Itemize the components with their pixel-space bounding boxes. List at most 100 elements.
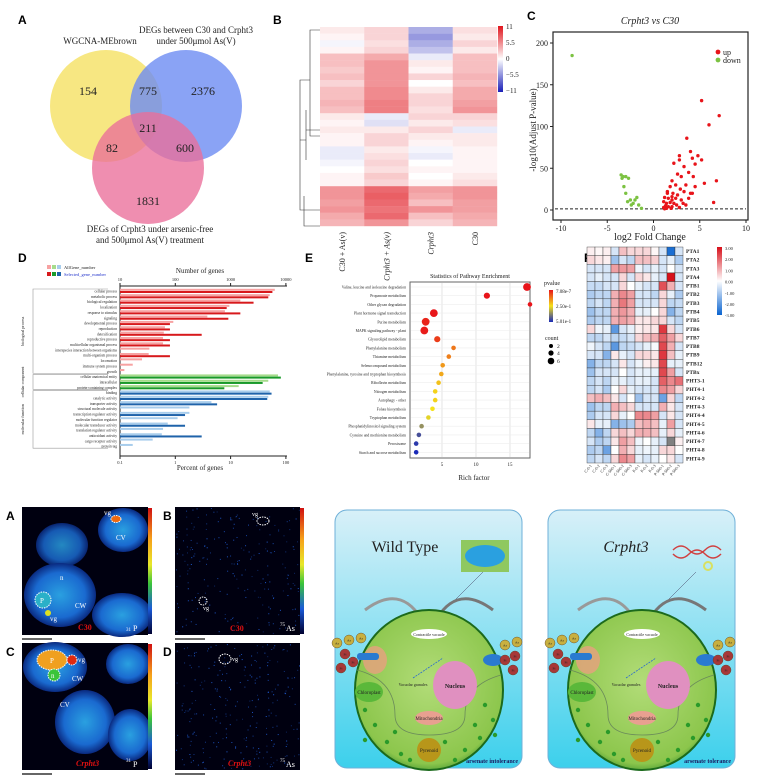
- ion-label: Pi: [352, 661, 355, 665]
- signal-speckle: [286, 740, 288, 742]
- heatmap-cell: [634, 367, 644, 377]
- signal-speckle: [211, 682, 213, 684]
- bar-all-genes: [120, 310, 225, 313]
- heatmap-cell: [452, 146, 498, 154]
- point-up: [668, 200, 672, 205]
- heatmap-cell: [320, 139, 365, 147]
- heatmap-cell: [320, 166, 365, 174]
- signal-speckle: [217, 741, 219, 743]
- signal-speckle: [213, 664, 215, 666]
- signal-speckle: [190, 563, 192, 565]
- signal-speckle: [268, 715, 270, 717]
- signal-speckle: [210, 508, 212, 510]
- starch-granule: [675, 747, 681, 753]
- annotation: P: [40, 597, 44, 605]
- heatmap-cell: [674, 333, 684, 343]
- heatmap-cell: [610, 436, 620, 446]
- heatmap-cell: [602, 419, 612, 429]
- heatmap-cell: [586, 436, 596, 446]
- cell-image: [55, 690, 115, 754]
- signal-speckle: [266, 763, 268, 765]
- heatmap-cell: [364, 126, 409, 134]
- heatmap-cell: [634, 281, 644, 291]
- legend-swatch-all: [52, 265, 56, 269]
- callout-line: [667, 571, 697, 601]
- phosphate-ion: [720, 664, 732, 676]
- ion-label: Pi: [717, 659, 720, 663]
- column-label: Crpht3: [427, 232, 436, 255]
- heatmap-cell: [642, 436, 652, 446]
- go-term-label: immune system process: [83, 364, 118, 368]
- pvalue-colorbar: [549, 290, 553, 322]
- heatmap-cell: [634, 393, 644, 403]
- signal-speckle: [255, 661, 257, 663]
- heatmap-cell: [408, 212, 453, 220]
- signal-speckle: [265, 548, 267, 550]
- heatmap-cell: [634, 402, 644, 412]
- starch-granule: [442, 739, 448, 745]
- group-bracket: [32, 374, 108, 390]
- signal-speckle: [235, 747, 237, 749]
- heatmap-cell: [634, 376, 644, 386]
- heatmap-cell: [602, 393, 612, 403]
- bar-all-genes: [120, 406, 190, 409]
- signal-speckle: [176, 749, 178, 751]
- heatmap-cell: [364, 199, 409, 207]
- signal-speckle: [195, 700, 197, 702]
- heatmap-cell: [674, 445, 684, 455]
- heatmap-cell: [642, 272, 652, 282]
- point-down: [621, 174, 625, 179]
- heatmap-cell: [610, 298, 620, 308]
- bar-all-genes: [120, 363, 133, 366]
- point-up: [679, 174, 683, 179]
- signal-speckle: [203, 714, 205, 716]
- signal-speckle: [212, 717, 214, 719]
- signal-speckle: [266, 541, 268, 543]
- signal-speckle: [274, 524, 276, 526]
- signal-speckle: [284, 762, 286, 764]
- heatmap-cell: [452, 99, 498, 107]
- heatmap-cell: [364, 159, 409, 167]
- signal-speckle: [273, 597, 275, 599]
- signal-speckle: [237, 587, 239, 589]
- signal-speckle: [269, 581, 271, 583]
- mitochondria-label: Mitochondria: [415, 717, 443, 722]
- signal-speckle: [248, 524, 250, 526]
- heatmap-cell: [650, 264, 660, 274]
- heatmap-cell: [364, 139, 409, 147]
- heatmap-cell: [364, 80, 409, 87]
- point-down: [625, 199, 630, 204]
- y-tick-label: 150: [536, 81, 548, 90]
- heatmap-cell: [658, 393, 668, 403]
- heatmap-cell: [634, 419, 644, 429]
- heatmap-cell: [408, 153, 453, 160]
- signal-speckle: [230, 619, 232, 621]
- signal-speckle: [268, 691, 270, 693]
- heatmap-cell: [626, 436, 636, 446]
- signal-speckle: [184, 560, 186, 562]
- heatmap-cell: [626, 393, 636, 403]
- bar-all-genes: [120, 358, 143, 361]
- point-up: [691, 174, 695, 179]
- annotation: CV: [116, 534, 126, 542]
- signal-speckle: [187, 734, 189, 736]
- signal-speckle: [271, 765, 273, 767]
- signal-speckle: [256, 652, 258, 654]
- heatmap-cell: [666, 341, 676, 351]
- signal-speckle: [245, 739, 247, 741]
- signal-speckle: [231, 563, 233, 565]
- signal-speckle: [259, 676, 261, 678]
- point-up: [677, 205, 682, 210]
- point-up: [677, 154, 682, 158]
- pathway-dot: [429, 309, 438, 317]
- heatmap-cell: [364, 86, 409, 94]
- signal-speckle: [289, 644, 291, 646]
- heatmap-cell: [586, 410, 596, 421]
- signal-speckle: [287, 677, 289, 679]
- signal-speckle: [287, 583, 289, 585]
- heatmap-cell: [666, 290, 676, 300]
- signal-speckle: [271, 739, 273, 741]
- row-label: PTB1: [686, 284, 700, 290]
- ion-label: As: [335, 642, 340, 646]
- heatmap-cell: [666, 393, 676, 403]
